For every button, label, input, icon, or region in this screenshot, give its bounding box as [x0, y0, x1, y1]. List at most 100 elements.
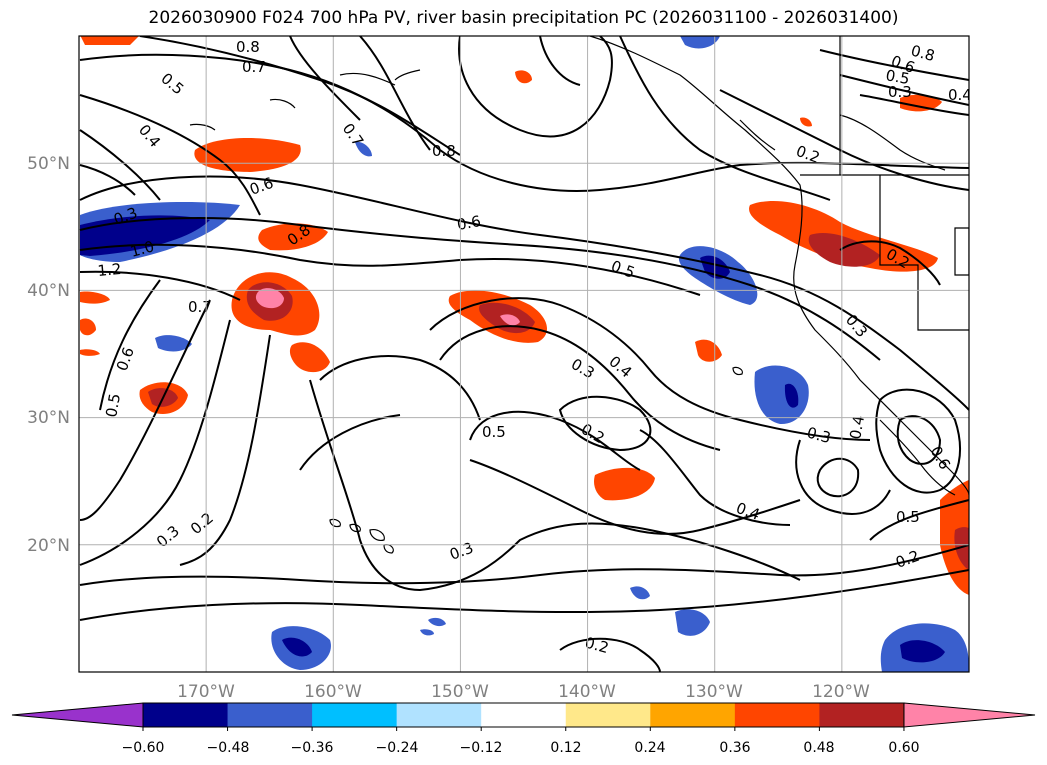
contour-line: [359, 36, 431, 151]
pv-contours: [79, 36, 969, 672]
contour-line: [179, 334, 271, 566]
coastline: [589, 36, 969, 496]
contour-label: 0.3: [447, 539, 476, 564]
map-frame: [78, 35, 970, 673]
colorbar-tick-label: −0.24: [376, 740, 419, 756]
contour-line: [99, 279, 161, 411]
colorbar: [11, 702, 1036, 731]
colorbar-tick-label: −0.12: [460, 740, 503, 756]
longitude-labels: 170°W 160°W 150°W 140°W 130°W 120°W: [177, 682, 870, 702]
contour-line: [79, 164, 136, 196]
shade-region: [194, 138, 301, 172]
shade-region: [800, 117, 812, 127]
lat-tick-label: 50°N: [27, 154, 70, 174]
coastline: [879, 419, 956, 496]
contour-line: [79, 94, 261, 216]
shade-region: [428, 617, 446, 627]
contour-label: 0.3: [805, 423, 833, 447]
lat-tick-label: 40°N: [27, 281, 70, 301]
lat-tick-label: 30°N: [27, 408, 70, 428]
contour-label: 0.2: [583, 633, 611, 657]
colorbar-tick-label: 0.12: [550, 740, 581, 756]
contour-line: [429, 297, 871, 441]
shade-region: [695, 339, 722, 362]
colorbar-tick-label: −0.60: [122, 740, 165, 756]
shade-region: [289, 342, 330, 373]
shade-region: [500, 314, 520, 326]
contour-line: [299, 414, 401, 471]
contour-line: [79, 217, 881, 361]
contour-label: 0.3: [568, 355, 598, 383]
colorbar-segment: [734, 703, 820, 727]
colorbar-labels: −0.60 −0.48 −0.36 −0.24 −0.12 0.12 0.24 …: [122, 740, 920, 756]
shade-region: [515, 70, 532, 84]
contour-label: 0.5: [157, 69, 187, 98]
contour-line: [469, 459, 801, 535]
colorbar-segment: [650, 703, 736, 727]
island: [329, 518, 341, 528]
shade-region: [258, 223, 328, 251]
shade-region: [80, 349, 100, 356]
island: [189, 123, 216, 131]
colorbar-segment: [143, 703, 229, 727]
coastlines: [189, 36, 969, 554]
contour-label: 0.4: [605, 352, 635, 381]
contour-line: [559, 637, 661, 672]
contour-label: 0.6: [927, 443, 955, 473]
shade-region: [900, 94, 942, 112]
island: [349, 523, 361, 533]
colorbar-tick-label: 0.36: [719, 740, 750, 756]
contour-label: 0.6: [113, 345, 138, 374]
lon-tick-label: 160°W: [304, 682, 362, 702]
contour-line: [458, 36, 613, 138]
colorbar-tick-label: 0.60: [888, 740, 919, 756]
shade-region: [80, 291, 110, 304]
colorbar-segment: [565, 703, 651, 727]
contour-label: 0.7: [188, 298, 212, 316]
contour-line: [839, 240, 941, 286]
contour-label: 0.5: [896, 508, 920, 526]
contour-line: [816, 457, 860, 498]
island: [732, 366, 743, 376]
contour-line: [289, 36, 361, 121]
shade-region: [155, 335, 192, 352]
shade-region: [355, 141, 372, 157]
shade-region: [784, 383, 799, 408]
colorbar-tick-label: −0.36: [291, 740, 334, 756]
contour-label: 0.3: [153, 522, 183, 551]
colorbar-extend-high: [903, 702, 1036, 728]
latitude-labels: 20°N 30°N 40°N 50°N: [27, 154, 70, 556]
contour-line: [619, 36, 831, 201]
contour-label: 0.4: [948, 86, 972, 104]
contour-label: 0.7: [242, 58, 266, 76]
contour-label: 0.4: [846, 414, 868, 441]
lon-tick-label: 170°W: [177, 682, 235, 702]
contour-line: [79, 319, 231, 566]
lon-tick-label: 120°W: [812, 682, 870, 702]
contour-label: 0.5: [482, 423, 506, 441]
colorbar-segment: [227, 703, 313, 727]
colorbar-segment: [396, 703, 482, 727]
contour-label: 0.2: [893, 547, 922, 572]
shade-region: [675, 609, 710, 636]
contour-line: [79, 569, 969, 621]
contour-label: 0.8: [909, 41, 937, 65]
contour-label: 0.8: [432, 142, 456, 160]
shade-region: [754, 365, 809, 425]
contour-line: [839, 74, 969, 106]
shade-region: [594, 467, 655, 501]
contour-label: 0.5: [884, 66, 911, 88]
contour-label: 1.0: [128, 237, 156, 261]
colorbar-tick-label: −0.48: [207, 740, 250, 756]
border: [879, 175, 969, 331]
lon-tick-label: 130°W: [685, 682, 743, 702]
contour-line: [875, 388, 961, 494]
colorbar-segment: [819, 703, 905, 727]
shade-region: [954, 527, 969, 570]
lat-tick-label: 20°N: [27, 536, 70, 556]
colorbar-segment: [312, 703, 398, 727]
contour-line: [319, 355, 481, 421]
contour-label: 0.6: [456, 212, 483, 234]
colorbar-tick-label: 0.48: [803, 740, 834, 756]
